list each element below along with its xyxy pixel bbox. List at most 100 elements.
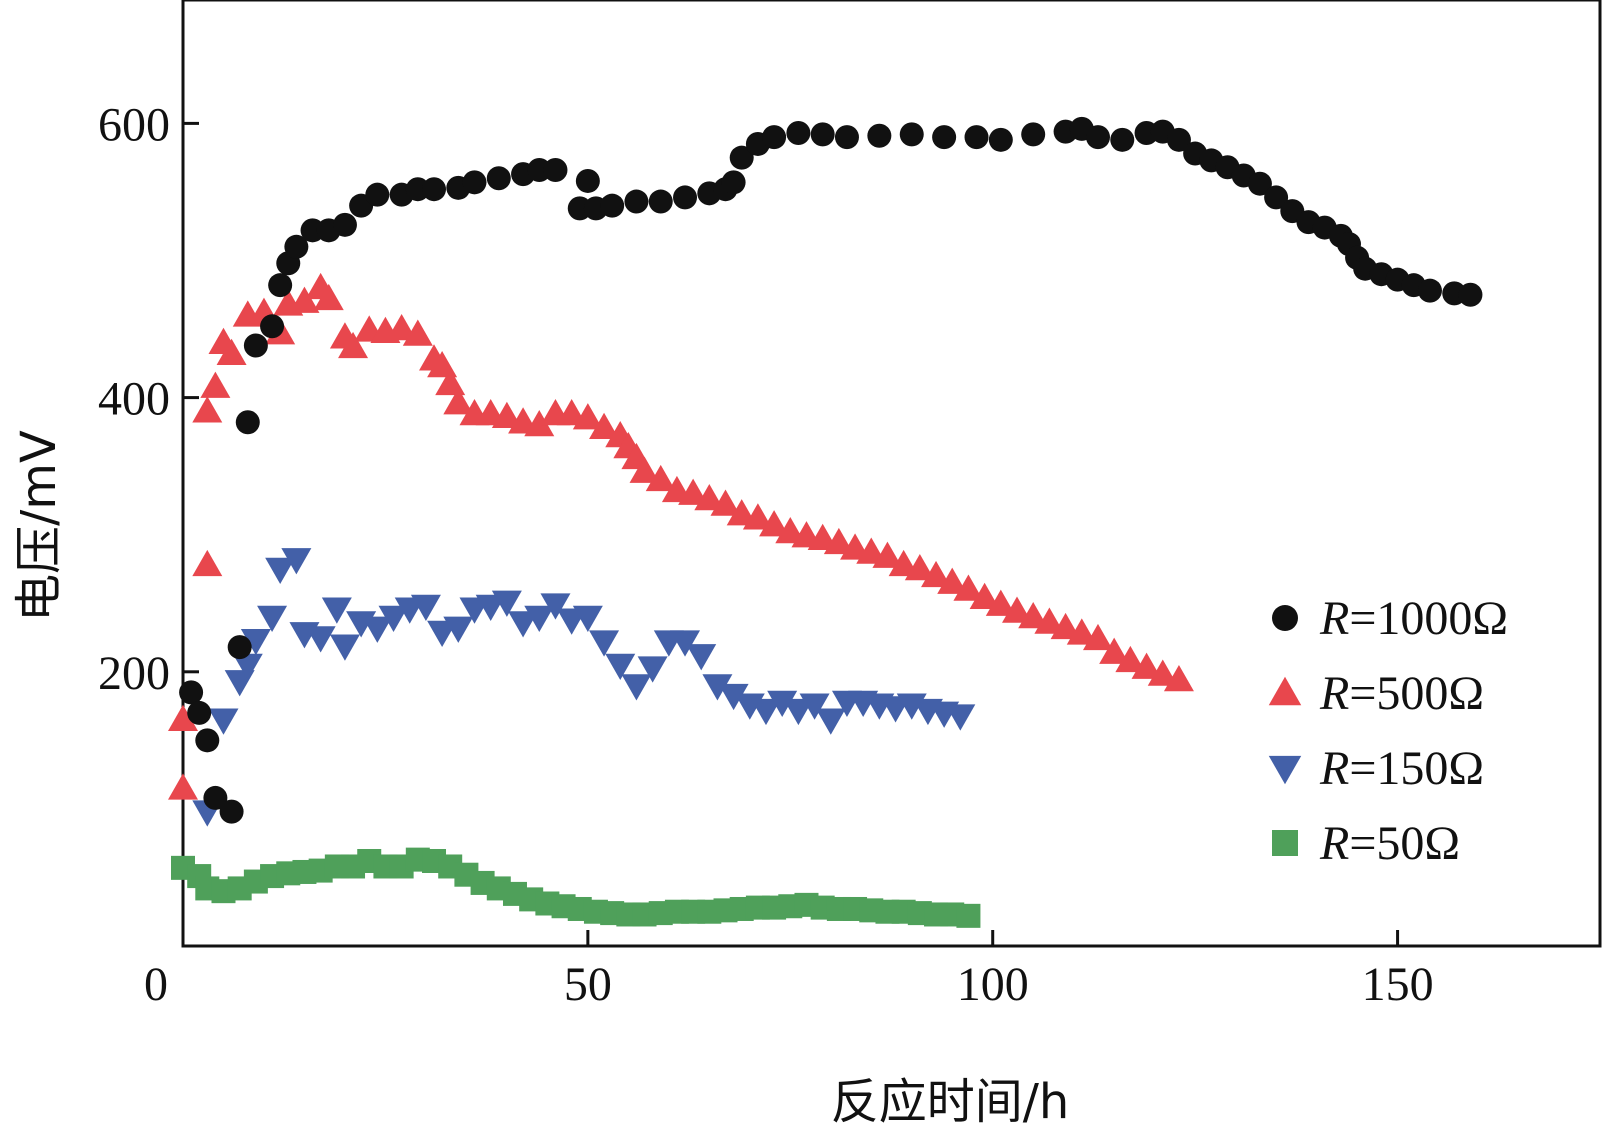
series-1 bbox=[168, 272, 1194, 800]
data-point bbox=[1066, 618, 1097, 645]
data-point bbox=[365, 182, 390, 207]
data-point bbox=[1050, 612, 1081, 640]
data-point bbox=[718, 683, 749, 711]
data-point bbox=[179, 680, 204, 705]
data-point bbox=[443, 616, 474, 643]
data-point bbox=[443, 388, 474, 415]
data-point bbox=[1458, 282, 1483, 307]
data-point bbox=[268, 273, 293, 298]
data-point bbox=[702, 674, 733, 701]
data-point bbox=[645, 464, 676, 492]
legend-label-value: =1000Ω bbox=[1349, 592, 1508, 645]
series-0 bbox=[179, 116, 1483, 824]
data-point bbox=[305, 626, 336, 653]
data-point bbox=[491, 590, 522, 617]
data-point bbox=[332, 212, 357, 237]
data-point bbox=[921, 560, 952, 588]
data-point bbox=[872, 541, 903, 568]
data-point bbox=[1147, 659, 1178, 686]
legend-label-var: R bbox=[1319, 667, 1349, 720]
data-points bbox=[168, 116, 1483, 928]
plot-frame bbox=[181, 0, 1602, 948]
data-point bbox=[1131, 652, 1162, 679]
data-point bbox=[964, 125, 989, 150]
data-point bbox=[1085, 125, 1110, 150]
data-point bbox=[192, 549, 223, 577]
data-point bbox=[289, 286, 320, 313]
x-axis-title: 反应时间/h bbox=[831, 1074, 1070, 1130]
data-point bbox=[953, 574, 984, 601]
data-point bbox=[589, 630, 620, 657]
data-point bbox=[313, 283, 344, 311]
y-axis-title: 电压/mV bbox=[11, 430, 67, 622]
data-point bbox=[486, 166, 511, 191]
data-point bbox=[187, 700, 212, 725]
legend-label-var: R bbox=[1319, 742, 1349, 795]
data-point bbox=[648, 189, 673, 214]
data-point bbox=[815, 708, 846, 735]
data-point bbox=[200, 371, 231, 398]
data-point bbox=[203, 785, 228, 810]
data-point bbox=[284, 234, 309, 259]
axis-ticks bbox=[183, 121, 1400, 946]
series-2 bbox=[192, 548, 976, 827]
data-point bbox=[257, 605, 288, 632]
data-point bbox=[402, 319, 433, 346]
data-point bbox=[362, 616, 393, 643]
data-point bbox=[1099, 637, 1130, 664]
data-point bbox=[281, 548, 312, 575]
data-point bbox=[219, 799, 244, 824]
legend-marker bbox=[1272, 830, 1298, 856]
data-point bbox=[823, 527, 854, 555]
data-point bbox=[629, 456, 660, 483]
legend-marker bbox=[1268, 676, 1302, 706]
data-point bbox=[899, 122, 924, 147]
data-point bbox=[867, 123, 892, 148]
data-point bbox=[1034, 607, 1065, 634]
x-tick-label: 50 bbox=[564, 958, 612, 1011]
data-point bbox=[1163, 665, 1194, 692]
legend-label-var: R bbox=[1319, 592, 1349, 645]
data-point bbox=[168, 704, 198, 732]
x-tick-label: 0 bbox=[144, 958, 168, 1011]
data-point bbox=[575, 168, 600, 193]
data-point bbox=[235, 410, 260, 435]
data-point bbox=[1115, 645, 1146, 673]
axis-tick-labels: 0 50 100 150 200 400 600 bbox=[98, 98, 1434, 1011]
data-point bbox=[1264, 185, 1289, 210]
data-point bbox=[605, 653, 636, 680]
data-point bbox=[543, 158, 568, 183]
data-point bbox=[386, 314, 417, 341]
data-point bbox=[1110, 127, 1135, 152]
data-point bbox=[759, 510, 790, 537]
data-point bbox=[670, 630, 701, 657]
legend-label-value: =50Ω bbox=[1349, 817, 1460, 870]
data-point bbox=[338, 331, 369, 359]
data-point bbox=[810, 122, 835, 147]
data-point bbox=[956, 903, 981, 928]
data-point bbox=[265, 557, 296, 584]
data-point bbox=[637, 656, 668, 683]
legend-label: R=1000Ω bbox=[1319, 592, 1508, 645]
data-point bbox=[945, 704, 976, 731]
data-point bbox=[1082, 623, 1113, 651]
data-point bbox=[1417, 278, 1442, 303]
legend-label: R=500Ω bbox=[1319, 667, 1484, 720]
data-point bbox=[1002, 596, 1033, 623]
data-point bbox=[462, 170, 487, 195]
data-point bbox=[710, 489, 741, 516]
data-point bbox=[589, 412, 620, 440]
data-point bbox=[937, 567, 968, 594]
y-tick-label: 200 bbox=[98, 647, 170, 700]
legend-label-value: =500Ω bbox=[1349, 667, 1484, 720]
data-point bbox=[260, 314, 285, 339]
data-point bbox=[243, 333, 268, 358]
data-point bbox=[422, 177, 447, 202]
data-point bbox=[192, 396, 223, 423]
data-point bbox=[729, 145, 754, 170]
data-point bbox=[721, 170, 746, 195]
data-point bbox=[572, 403, 603, 430]
data-point bbox=[678, 478, 709, 505]
data-point bbox=[240, 629, 271, 656]
data-point bbox=[694, 484, 725, 511]
